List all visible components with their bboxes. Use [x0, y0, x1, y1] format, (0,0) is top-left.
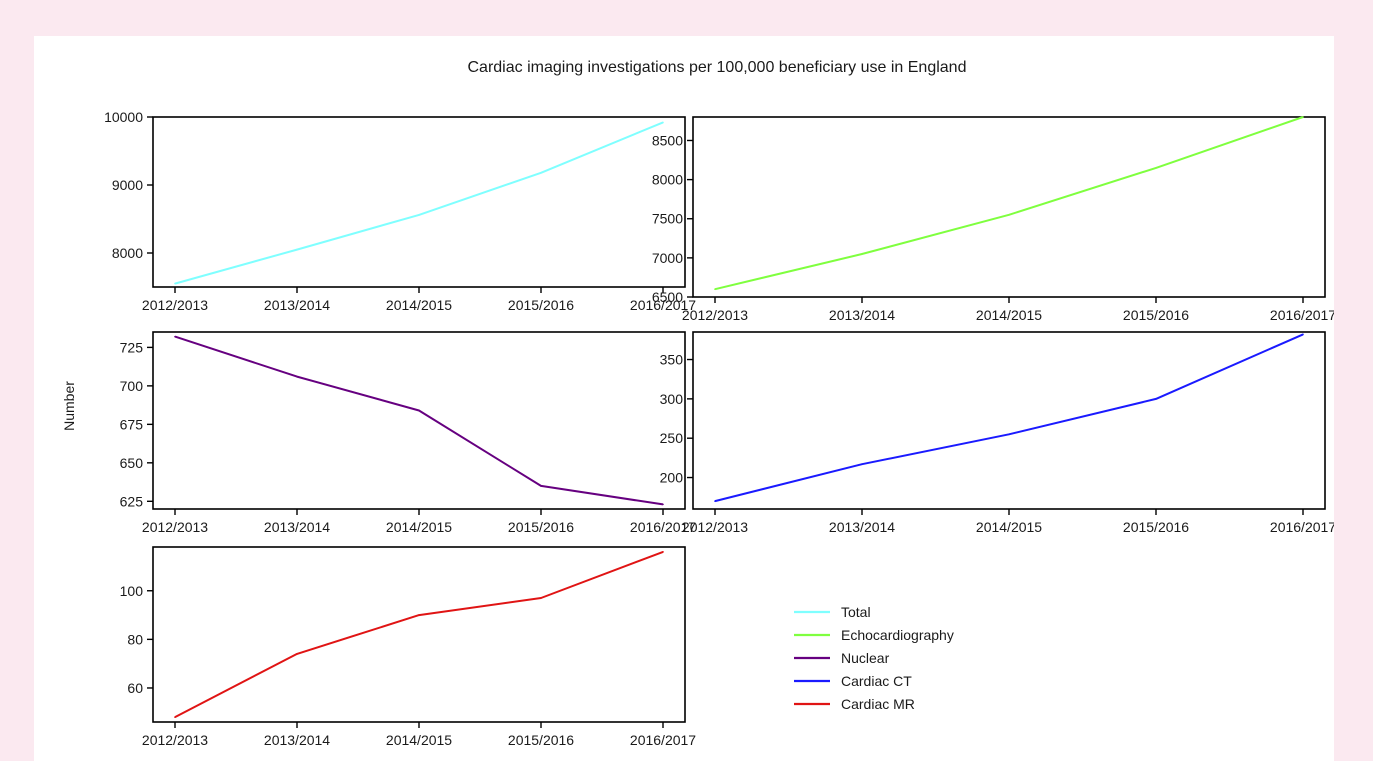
- data-point: [174, 716, 176, 718]
- x-tick-label: 2014/2015: [386, 297, 452, 313]
- data-point: [296, 248, 298, 251]
- data-point: [174, 335, 176, 338]
- legend-label: Nuclear: [841, 650, 890, 666]
- x-tick-label: 2016/2017: [630, 732, 696, 748]
- panel-frame: [692, 116, 1326, 298]
- data-point: [296, 375, 298, 378]
- legend-item: Nuclear: [794, 650, 890, 666]
- y-tick-label: 9000: [112, 177, 143, 193]
- data-point: [540, 597, 542, 599]
- data-point: [418, 214, 420, 216]
- data-point: [540, 171, 542, 174]
- x-tick-label: 2015/2016: [508, 297, 574, 313]
- x-tick-label: 2013/2014: [264, 732, 330, 748]
- data-point: [861, 463, 863, 465]
- x-tick-label: 2015/2016: [508, 732, 574, 748]
- panel-1: 8000 9000 10000 2012/2013 2013/2014 2014/2015…: [104, 109, 696, 313]
- data-point: [714, 500, 716, 502]
- x-tick-label: 2014/2015: [976, 307, 1042, 323]
- data-point: [1155, 167, 1157, 169]
- y-tick-label: 60: [127, 680, 143, 696]
- legend-item: Cardiac MR: [794, 696, 915, 712]
- legend-item: Total: [794, 604, 871, 620]
- x-tick-label: 2014/2015: [386, 519, 452, 535]
- panel-2: 6500 7000 7500 8000 8500 2012/2013 2013/2014 20…: [652, 116, 1334, 323]
- x-tick-label: 2015/2016: [508, 519, 574, 535]
- panel-4: 200 250 300 350 2012/2013 2013/2014 2014/2015 2…: [660, 331, 1334, 535]
- data-point: [662, 551, 664, 553]
- chart-title: Cardiac imaging investigations per 100,0…: [468, 59, 967, 76]
- y-tick-label: 10000: [104, 109, 143, 125]
- y-tick-label: 6500: [652, 289, 683, 305]
- series-line-total: [174, 121, 664, 285]
- series-line-echocardiography: [714, 116, 1304, 291]
- x-tick-label: 2012/2013: [142, 297, 208, 313]
- data-point: [418, 409, 420, 412]
- y-tick-label: 200: [660, 470, 684, 486]
- panel-3: 625 650 675 700 725 2012/2013 2013/2014 2014/20…: [120, 331, 696, 535]
- data-point: [662, 121, 664, 124]
- x-tick-label: 2016/2017: [1270, 307, 1334, 323]
- legend-item: Cardiac CT: [794, 673, 912, 689]
- y-tick-label: 8500: [652, 132, 683, 148]
- x-tick-label: 2016/2017: [630, 519, 696, 535]
- x-tick-label: 2015/2016: [1123, 307, 1189, 323]
- x-tick-label: 2012/2013: [682, 307, 748, 323]
- x-tick-label: 2013/2014: [829, 307, 895, 323]
- x-tick-label: 2013/2014: [264, 519, 330, 535]
- series-line-cardiac-mr: [174, 550, 664, 718]
- y-tick-label: 7000: [652, 250, 683, 266]
- y-tick-label: 7500: [652, 211, 683, 227]
- legend-label: Cardiac MR: [841, 696, 915, 712]
- series-line-nuclear: [174, 335, 664, 506]
- y-tick-label: 100: [120, 583, 144, 599]
- x-tick-label: 2016/2017: [630, 297, 696, 313]
- panel-frame: [152, 116, 686, 288]
- y-tick-label: 250: [660, 430, 684, 446]
- chart-panels: 8000 9000 10000 2012/2013 2013/2014 2014/2015…: [104, 109, 1334, 748]
- data-point: [174, 282, 176, 285]
- chart-figure: Cardiac imaging investigations per 100,0…: [34, 36, 1334, 761]
- data-point: [540, 485, 542, 487]
- data-point: [1302, 116, 1304, 118]
- y-tick-label: 8000: [652, 172, 683, 188]
- panel-5: 60 80 100 2012/2013 2013/2014 2014/2015 2015/2…: [120, 546, 696, 748]
- data-point: [1008, 214, 1010, 216]
- x-tick-label: 2013/2014: [829, 519, 895, 535]
- y-tick-label: 700: [120, 378, 144, 394]
- series-line-cardiac-ct: [714, 333, 1304, 503]
- x-tick-label: 2014/2015: [386, 732, 452, 748]
- x-tick-label: 2012/2013: [142, 732, 208, 748]
- x-tick-label: 2014/2015: [976, 519, 1042, 535]
- panel-frame: [152, 331, 686, 510]
- y-tick-label: 625: [120, 493, 144, 509]
- y-tick-label: 650: [120, 455, 144, 471]
- x-tick-label: 2012/2013: [682, 519, 748, 535]
- data-point: [296, 653, 298, 655]
- x-tick-label: 2016/2017: [1270, 519, 1334, 535]
- y-tick-label: 675: [120, 416, 144, 432]
- y-tick-label: 300: [660, 391, 684, 407]
- legend-label: Echocardiography: [841, 627, 954, 643]
- data-point: [662, 503, 664, 506]
- y-tick-label: 350: [660, 352, 684, 368]
- legend-item: Echocardiography: [794, 627, 954, 643]
- chart-canvas: Cardiac imaging investigations per 100,0…: [61, 59, 1334, 748]
- chart-legend: Total Echocardiography Nuclear Cardiac CT Ca…: [794, 604, 954, 712]
- x-tick-label: 2015/2016: [1123, 519, 1189, 535]
- x-tick-label: 2013/2014: [264, 297, 330, 313]
- legend-label: Cardiac CT: [841, 673, 912, 689]
- data-point: [1008, 433, 1010, 436]
- y-tick-label: 725: [120, 339, 144, 355]
- y-tick-label: 80: [127, 631, 143, 647]
- data-point: [1155, 398, 1157, 400]
- y-tick-label: 8000: [112, 245, 143, 261]
- data-point: [418, 614, 420, 616]
- data-point: [861, 253, 863, 255]
- legend-label: Total: [841, 604, 871, 620]
- y-axis-label: Number: [61, 381, 77, 431]
- x-tick-label: 2012/2013: [142, 519, 208, 535]
- data-point: [1302, 333, 1304, 336]
- data-point: [714, 288, 716, 290]
